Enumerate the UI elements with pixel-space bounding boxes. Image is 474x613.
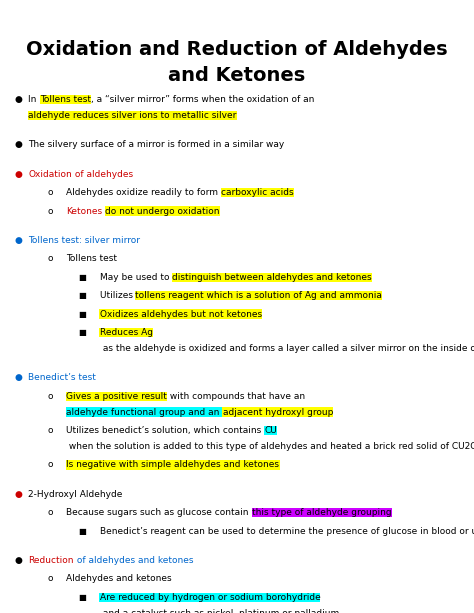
Text: of aldehydes and ketones: of aldehydes and ketones (74, 556, 193, 565)
Text: Aldehydes oxidize readily to form: Aldehydes oxidize readily to form (66, 188, 221, 197)
Text: Are reduced by hydrogen or sodium borohydride: Are reduced by hydrogen or sodium borohy… (100, 593, 320, 602)
Text: Tollens test: silver mirror: Tollens test: silver mirror (28, 236, 140, 245)
Text: and Ketones: and Ketones (168, 66, 306, 85)
Text: The silvery surface of a mirror is formed in a similar way: The silvery surface of a mirror is forme… (28, 140, 285, 150)
Text: ■: ■ (78, 291, 86, 300)
Text: Utilizes: Utilizes (100, 291, 136, 300)
Text: ●: ● (14, 95, 22, 104)
Text: and a catalyst such as nickel, platinum or palladium: and a catalyst such as nickel, platinum … (100, 609, 339, 613)
Text: ■: ■ (78, 527, 86, 536)
Text: when the solution is added to this type of aldehydes and heated a brick red soli: when the solution is added to this type … (66, 442, 474, 451)
Text: ●: ● (14, 236, 22, 245)
Text: o: o (47, 254, 53, 264)
Text: distinguish between aldehydes and ketones: distinguish between aldehydes and ketone… (172, 273, 372, 282)
Text: o: o (47, 508, 53, 517)
Text: this type of aldehyde grouping: this type of aldehyde grouping (252, 508, 392, 517)
Text: ●: ● (14, 373, 22, 383)
Text: 2-Hydroxyl Aldehyde: 2-Hydroxyl Aldehyde (28, 490, 123, 499)
Text: Aldehydes and ketones: Aldehydes and ketones (66, 574, 172, 584)
Text: Reduces Ag: Reduces Ag (100, 328, 153, 337)
Text: ●: ● (14, 556, 22, 565)
Text: ■: ■ (78, 310, 86, 319)
Text: adjacent hydroxyl group: adjacent hydroxyl group (223, 408, 333, 417)
Text: aldehyde reduces silver ions to metallic silver: aldehyde reduces silver ions to metallic… (28, 111, 237, 120)
Text: Utilizes benedict’s solution, which contains: Utilizes benedict’s solution, which cont… (66, 426, 264, 435)
Text: May be used to: May be used to (100, 273, 172, 282)
Text: Is negative with simple aldehydes and ketones: Is negative with simple aldehydes and ke… (66, 460, 279, 470)
Text: CU: CU (264, 426, 277, 435)
Text: o: o (47, 188, 53, 197)
Text: Oxidation and Reduction of Aldehydes: Oxidation and Reduction of Aldehydes (26, 40, 448, 59)
Text: do not undergo oxidation: do not undergo oxidation (105, 207, 220, 216)
Text: Oxidation: Oxidation (28, 170, 72, 179)
Text: with compounds that have an: with compounds that have an (167, 392, 308, 401)
Text: aldehyde functional group and an: aldehyde functional group and an (66, 408, 223, 417)
Text: as the aldehyde is oxidized and forms a layer called a silver mirror on the insi: as the aldehyde is oxidized and forms a … (100, 344, 474, 353)
Text: o: o (47, 392, 53, 401)
Text: Because sugars such as glucose contain: Because sugars such as glucose contain (66, 508, 252, 517)
Text: Gives a positive result: Gives a positive result (66, 392, 167, 401)
Text: ■: ■ (78, 273, 86, 282)
Text: , a “silver mirror” forms when the oxidation of an: , a “silver mirror” forms when the oxida… (91, 95, 317, 104)
Text: carboxylic acids: carboxylic acids (221, 188, 294, 197)
Text: o: o (47, 574, 53, 584)
Text: In: In (28, 95, 40, 104)
Text: Ketones: Ketones (66, 207, 102, 216)
Text: ■: ■ (78, 328, 86, 337)
Text: ■: ■ (78, 593, 86, 602)
Text: Tollens test: Tollens test (40, 95, 91, 104)
Text: Oxidizes aldehydes but not ketones: Oxidizes aldehydes but not ketones (100, 310, 262, 319)
Text: Tollens test: Tollens test (66, 254, 118, 264)
Text: tollens reagent which is a solution of Ag and ammonia: tollens reagent which is a solution of A… (136, 291, 383, 300)
Text: Reduction: Reduction (28, 556, 74, 565)
Text: Benedict’s test: Benedict’s test (28, 373, 96, 383)
Text: Benedict’s reagent can be used to determine the presence of glucose in blood or : Benedict’s reagent can be used to determ… (100, 527, 474, 536)
Text: ●: ● (14, 490, 22, 499)
Text: of aldehydes: of aldehydes (72, 170, 133, 179)
Text: o: o (47, 207, 53, 216)
Text: o: o (47, 460, 53, 470)
Text: o: o (47, 426, 53, 435)
Text: ●: ● (14, 170, 22, 179)
Text: ●: ● (14, 140, 22, 150)
